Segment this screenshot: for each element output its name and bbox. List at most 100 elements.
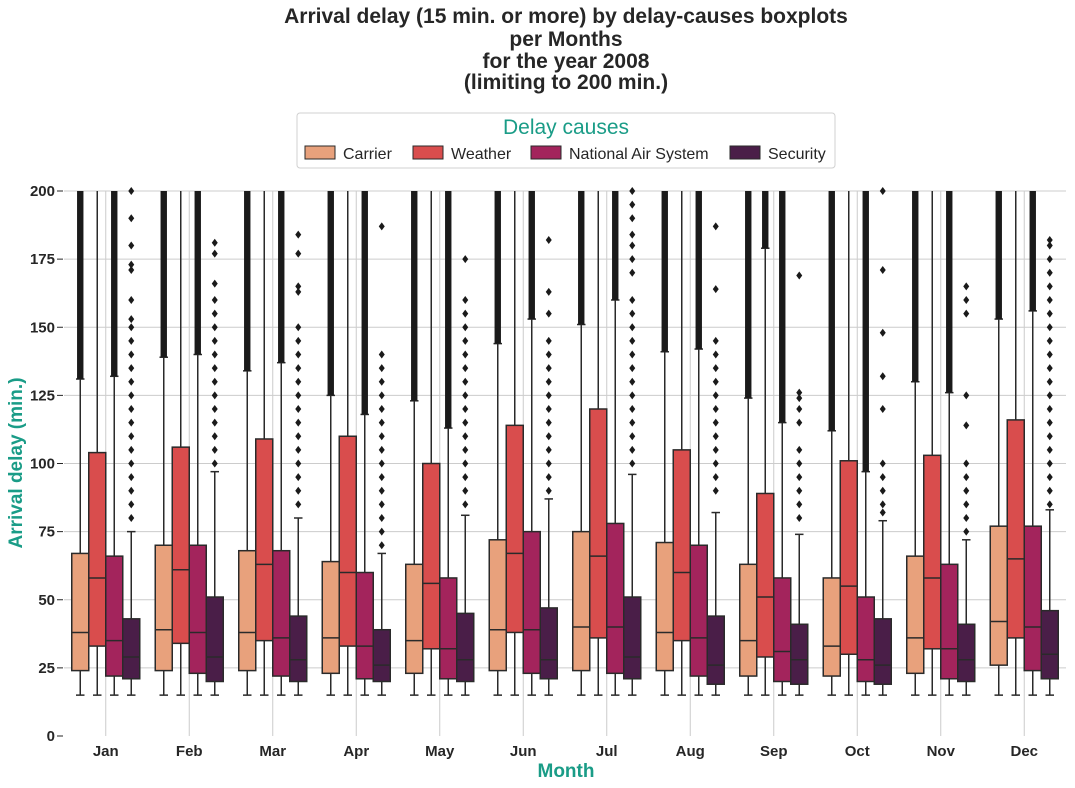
outlier-point	[462, 405, 469, 413]
outlier-point	[796, 445, 803, 454]
legend-label: Security	[768, 146, 826, 163]
outlier-point	[128, 473, 135, 482]
box-iqr	[672, 449, 691, 642]
box-security-dec	[1040, 236, 1059, 696]
outlier-point	[629, 230, 636, 239]
outlier-point	[211, 445, 218, 454]
outlier-point	[1046, 459, 1053, 468]
box-national-air-system-feb	[188, 191, 207, 696]
outlier-point	[462, 445, 469, 454]
outlier-point	[462, 377, 469, 386]
chart-title-line-1: Arrival delay (15 min. or more) by delay…	[284, 5, 848, 28]
outlier-point	[1046, 418, 1053, 427]
outlier-point	[629, 214, 636, 223]
outlier-point	[712, 445, 719, 454]
outlier-point	[462, 500, 469, 509]
box-iqr	[405, 563, 424, 675]
box-carrier-jul	[572, 191, 591, 696]
outlier-point	[545, 486, 552, 495]
outlier-point	[879, 500, 886, 509]
box-iqr	[940, 563, 959, 680]
box-iqr	[739, 563, 758, 677]
box-iqr	[105, 555, 124, 677]
outlier-point	[545, 432, 552, 441]
outlier-point	[879, 459, 886, 468]
box-national-air-system-jul	[606, 191, 625, 696]
outlier-band	[1029, 191, 1036, 311]
outlier-point	[545, 236, 552, 245]
outlier-point	[378, 432, 385, 441]
outlier-point	[629, 187, 636, 195]
box-iqr	[822, 577, 841, 677]
box-national-air-system-may	[439, 191, 458, 696]
outlier-point	[1046, 282, 1053, 291]
outlier-point	[128, 241, 135, 250]
outlier-point	[712, 336, 719, 345]
outlier-point	[211, 459, 218, 468]
box-carrier-oct	[822, 191, 841, 696]
box-iqr	[1023, 525, 1042, 672]
outlier-point	[128, 260, 135, 269]
y-tick-label: 50	[38, 592, 55, 609]
outlier-point	[295, 287, 302, 296]
outlier-point	[796, 473, 803, 482]
box-iqr	[205, 596, 224, 683]
outlier-point	[879, 508, 886, 517]
outlier-point	[378, 391, 385, 400]
legend-label: Weather	[451, 146, 512, 163]
outlier-point	[211, 279, 218, 288]
outlier-point	[796, 486, 803, 495]
outlier-point	[128, 350, 135, 359]
box-iqr	[188, 544, 207, 675]
outlier-band	[695, 191, 702, 350]
outlier-point	[796, 388, 803, 397]
box-iqr	[88, 451, 107, 647]
outlier-point	[796, 514, 803, 522]
outlier-point	[1046, 432, 1053, 441]
outlier-point	[963, 282, 970, 291]
box-national-air-system-aug	[689, 191, 708, 696]
outlier-point	[462, 432, 469, 441]
outlier-point	[629, 336, 636, 345]
outlier-band	[862, 191, 869, 472]
outlier-point	[211, 296, 218, 304]
outlier-point	[295, 418, 302, 427]
box-iqr	[706, 615, 725, 685]
x-tick-label: Jan	[93, 743, 119, 760]
outlier-point	[128, 377, 135, 386]
outlier-point	[295, 323, 302, 332]
outlier-point	[629, 405, 636, 413]
outlier-point	[629, 432, 636, 441]
outlier-point	[295, 486, 302, 495]
outlier-point	[378, 541, 385, 550]
outlier-band	[244, 191, 251, 371]
outlier-point	[462, 296, 469, 304]
box-iqr	[122, 618, 141, 680]
outlier-band	[411, 191, 418, 401]
box-iqr	[71, 552, 90, 672]
outlier-point	[462, 350, 469, 359]
box-carrier-feb	[154, 191, 173, 696]
outlier-point	[963, 309, 970, 318]
box-security-nov	[957, 282, 976, 696]
outlier-point	[462, 391, 469, 400]
box-carrier-dec	[989, 191, 1008, 696]
outlier-point	[629, 323, 636, 332]
legend-label: Carrier	[343, 146, 393, 163]
box-national-air-system-mar	[272, 191, 291, 696]
outlier-point	[295, 364, 302, 373]
box-weather-jul	[589, 191, 608, 696]
x-tick-label: Aug	[676, 743, 705, 760]
outlier-point	[378, 527, 385, 536]
outlier-point	[545, 405, 552, 413]
outlier-band	[494, 191, 501, 344]
outlier-point	[629, 377, 636, 386]
outlier-point	[462, 336, 469, 345]
legend-item-national-air-system: National Air System	[530, 145, 709, 163]
outlier-point	[211, 364, 218, 373]
outlier-point	[128, 266, 135, 275]
outlier-point	[128, 214, 135, 223]
box-iqr	[655, 541, 674, 672]
outlier-point	[295, 350, 302, 359]
outlier-point	[211, 336, 218, 345]
